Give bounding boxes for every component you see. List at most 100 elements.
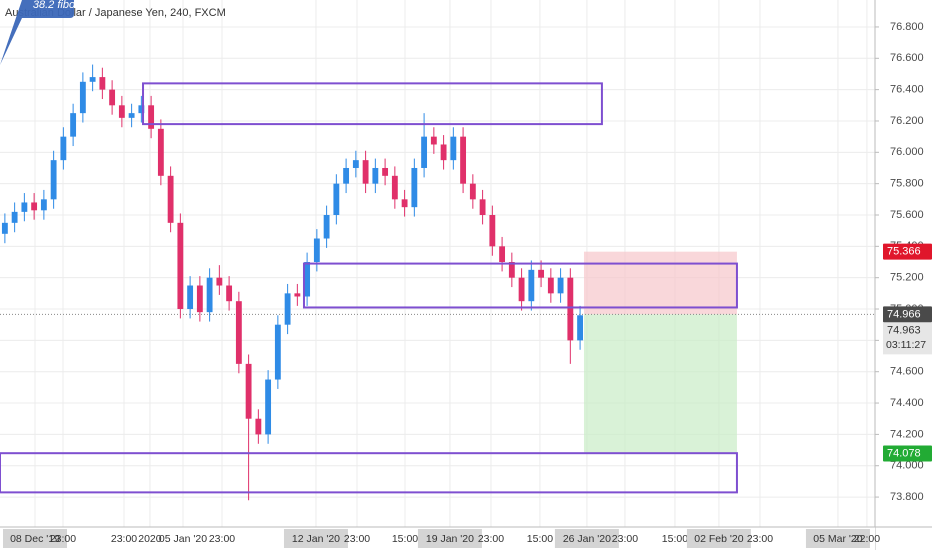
candle-body: [401, 199, 408, 208]
candle-body: [99, 77, 106, 90]
target-zone: [583, 314, 737, 454]
price-tag: [883, 306, 932, 323]
candle-body: [274, 324, 281, 380]
candle-body: [499, 246, 506, 263]
candle-body: [567, 277, 574, 341]
x-tick-label: 08 Dec '19: [10, 533, 60, 545]
candle-body: [421, 136, 428, 168]
y-tick-label: 74.200: [890, 428, 924, 440]
candle-body: [382, 167, 389, 176]
x-tick-label: 15:00: [392, 533, 418, 545]
y-tick-label: 74.000: [890, 460, 924, 472]
candle-body: [60, 136, 67, 161]
x-tick-highlight: [417, 529, 482, 548]
candle-body: [255, 418, 262, 435]
x-tick-label: 12 Jan '20: [292, 533, 340, 545]
candle-body: [226, 285, 233, 302]
y-tick-label: 76.800: [890, 21, 924, 33]
callout-text: 38.2 fibo: [33, 0, 75, 11]
candle-body: [469, 183, 476, 200]
candle-body: [70, 113, 77, 137]
candle-body: [479, 199, 486, 215]
y-tick-label: 74.400: [890, 397, 924, 409]
y-tick-label: 76.600: [890, 52, 924, 64]
price-tag: [883, 445, 932, 462]
last-price-label: 74.963: [887, 324, 921, 336]
candle-body: [148, 105, 155, 129]
zone-box: [302, 262, 738, 309]
x-tick-label: 23:00: [747, 533, 773, 545]
candle-body: [304, 262, 311, 297]
candle-body: [538, 269, 545, 278]
x-tick-label: 23:00: [111, 533, 137, 545]
candle-body: [313, 238, 320, 263]
candle-body: [138, 105, 145, 114]
candle-body: [216, 277, 223, 286]
candle-body: [157, 128, 164, 176]
candle-body: [460, 136, 467, 184]
y-tick-label: 75.200: [890, 272, 924, 284]
candle-body: [206, 277, 213, 313]
x-tick-label: 15:00: [527, 533, 553, 545]
last-price-tag: [883, 322, 932, 355]
candle-body: [508, 262, 515, 278]
candle-body: [362, 160, 369, 184]
candle-body: [109, 89, 116, 106]
candle-body: [518, 277, 525, 302]
y-tick-label: 76.400: [890, 84, 924, 96]
x-tick-label: 23:00: [478, 533, 504, 545]
candle-body: [167, 175, 174, 223]
x-tick-label: 15:00: [662, 533, 688, 545]
x-tick-highlight: [283, 529, 348, 548]
price-tag-label: 74.078: [887, 447, 921, 459]
plot-area: [0, 0, 875, 527]
y-tick-label: 75.600: [890, 209, 924, 221]
candle-body: [391, 175, 398, 200]
candle-body: [528, 269, 535, 302]
candle-body: [411, 167, 418, 208]
candle-body: [284, 293, 291, 325]
candle-body: [128, 113, 135, 118]
candle-body: [31, 202, 38, 211]
x-tick-label: 02 Feb '20: [694, 533, 743, 545]
price-tag: [883, 243, 932, 260]
x-tick-highlight: [554, 529, 619, 548]
price-tag-label: 75.366: [887, 246, 921, 258]
x-tick-label: 23:00: [50, 533, 76, 545]
x-tick-label: 22:00: [854, 533, 880, 545]
candle-body: [265, 379, 272, 435]
candle-body: [40, 199, 47, 211]
x-tick-label: 23:00: [344, 533, 370, 545]
candle-body: [245, 363, 252, 419]
x-tick-highlight: [805, 529, 870, 548]
candle-body: [177, 222, 184, 310]
candle-body: [352, 160, 359, 168]
candle-body: [333, 183, 340, 215]
candle-body: [294, 293, 301, 297]
candle-body: [577, 315, 584, 341]
candle-body: [323, 214, 330, 239]
candle-body: [187, 285, 194, 310]
y-tick-label: 73.800: [890, 491, 924, 503]
zone-box: [142, 82, 603, 126]
candle-body: [89, 77, 96, 82]
candle-body: [118, 105, 125, 118]
candle-body: [235, 301, 242, 364]
y-tick-label: 76.000: [890, 146, 924, 158]
candle-body: [1, 222, 8, 234]
candle-body: [450, 136, 457, 161]
candle-body: [79, 81, 86, 114]
zone-box: [0, 452, 738, 494]
callout-bubble: [0, 0, 74, 65]
x-tick-label: 05 Jan '20: [159, 533, 207, 545]
candle-body: [21, 202, 28, 212]
fibo-callout: 38.2 fibo: [0, 0, 75, 65]
candle-body: [489, 214, 496, 247]
y-tick-label: 74.600: [890, 366, 924, 378]
candle-body: [50, 160, 57, 200]
candle-body: [11, 211, 18, 223]
countdown-label: 03:11:27: [886, 339, 926, 351]
candle-body: [196, 285, 203, 313]
x-tick-label: 23:00: [612, 533, 638, 545]
